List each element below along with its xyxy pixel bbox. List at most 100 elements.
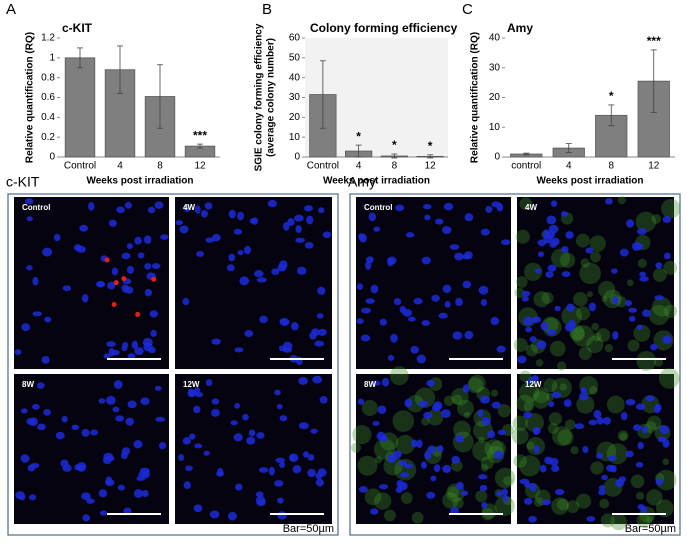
nucleus xyxy=(234,402,241,409)
nucleus xyxy=(304,205,314,212)
nucleus xyxy=(424,214,431,221)
nucleus xyxy=(612,331,619,340)
nucleus xyxy=(307,454,315,461)
green-signal xyxy=(533,497,544,507)
nucleus xyxy=(133,489,144,498)
green-signal xyxy=(579,262,601,285)
nucleus xyxy=(96,280,106,288)
nucleus xyxy=(624,300,632,307)
green-signal xyxy=(447,486,460,498)
green-signal xyxy=(592,332,602,342)
nucleus xyxy=(588,302,596,312)
nucleus xyxy=(107,281,116,290)
green-signal xyxy=(463,411,471,419)
nucleus xyxy=(294,214,304,222)
green-signal xyxy=(516,394,534,412)
green-signal xyxy=(511,427,529,445)
green-signal xyxy=(561,305,583,327)
green-signal xyxy=(468,374,486,392)
nucleus xyxy=(249,218,256,224)
nucleus xyxy=(133,440,143,449)
green-signal xyxy=(452,431,474,453)
nucleus xyxy=(563,399,572,408)
green-signal xyxy=(525,344,538,357)
nucleus xyxy=(255,491,264,498)
nucleus xyxy=(554,488,565,496)
green-signal xyxy=(658,368,680,389)
nucleus xyxy=(393,298,402,306)
nucleus xyxy=(81,428,90,437)
nucleus xyxy=(296,266,307,275)
nucleus xyxy=(641,309,651,317)
nucleus xyxy=(607,455,617,462)
x-tick-label: 4 xyxy=(566,161,572,172)
nucleus xyxy=(41,356,50,364)
nucleus xyxy=(416,439,423,449)
y-tick-label: 30 xyxy=(289,92,301,103)
nucleus xyxy=(561,246,569,254)
nucleus xyxy=(205,379,213,387)
green-signal xyxy=(575,493,592,509)
nucleus xyxy=(160,234,169,240)
green-signal xyxy=(557,429,574,446)
panel-frame xyxy=(7,193,339,536)
green-signal xyxy=(655,499,674,518)
nucleus xyxy=(306,215,314,225)
nucleus xyxy=(116,206,125,214)
nucleus xyxy=(315,478,324,487)
green-signal xyxy=(556,498,569,511)
nucleus xyxy=(430,475,437,482)
nucleus xyxy=(455,434,465,443)
nucleus xyxy=(454,252,464,261)
nucleus xyxy=(410,439,418,448)
nucleus xyxy=(635,461,644,468)
nucleus xyxy=(381,377,390,387)
green-signal xyxy=(383,509,396,522)
nucleus xyxy=(282,221,290,231)
nucleus xyxy=(233,228,243,235)
nucleus xyxy=(655,478,664,486)
green-signal xyxy=(519,455,541,477)
nucleus xyxy=(310,428,318,434)
nucleus xyxy=(659,425,670,435)
nucleus xyxy=(517,355,527,364)
green-signal xyxy=(630,474,645,489)
nucleus xyxy=(137,252,145,259)
green-signal xyxy=(589,235,606,252)
nucleus xyxy=(356,318,364,324)
nucleus xyxy=(90,429,99,436)
green-signal xyxy=(389,366,409,386)
nucleus xyxy=(26,216,33,222)
green-signal xyxy=(490,389,499,397)
nucleus xyxy=(287,218,295,226)
green-signal xyxy=(559,383,567,391)
green-signal xyxy=(661,198,681,219)
nucleus xyxy=(455,297,463,307)
nucleus xyxy=(387,454,397,463)
panel-letter: A xyxy=(6,1,16,18)
green-signal xyxy=(533,291,550,308)
x-tick-label: 12 xyxy=(194,161,206,172)
nucleus xyxy=(481,416,491,426)
nucleus xyxy=(548,224,559,234)
nucleus xyxy=(73,244,82,251)
green-signal xyxy=(596,328,611,343)
green-signal xyxy=(364,488,382,506)
nucleus xyxy=(203,450,210,456)
nucleus xyxy=(588,419,598,426)
nucleus xyxy=(480,395,491,404)
x-tick-label: 12 xyxy=(648,161,660,172)
y-tick-label: 0 xyxy=(494,152,500,163)
nucleus xyxy=(121,447,131,455)
panel-letter: B xyxy=(262,1,272,18)
nucleus xyxy=(126,265,134,274)
nucleus xyxy=(645,395,655,402)
green-signal xyxy=(648,304,670,326)
y-tick-label: 0.2 xyxy=(41,132,55,143)
green-signal xyxy=(626,279,634,287)
chart-title: c-KIT xyxy=(62,21,93,35)
nucleus xyxy=(126,243,133,250)
nucleus xyxy=(480,228,490,236)
nucleus xyxy=(256,277,267,283)
red-signal xyxy=(104,257,110,263)
